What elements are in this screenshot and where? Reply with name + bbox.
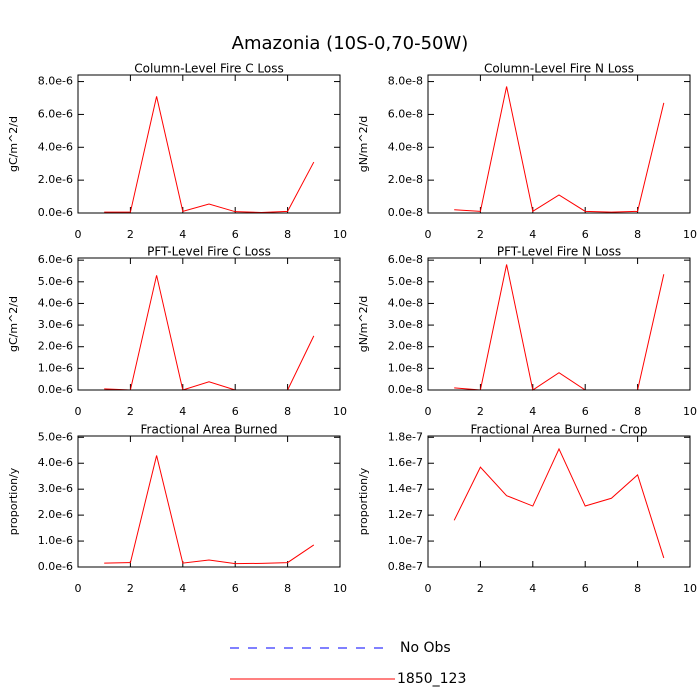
- y-axis-label: gN/m^2/d: [357, 116, 370, 173]
- y-tick-label: 2.0e-6: [38, 173, 73, 186]
- x-tick-label: 0: [425, 405, 432, 418]
- panel-title: Column-Level Fire N Loss: [484, 62, 634, 76]
- y-tick-label: 2.0e-6: [38, 340, 73, 353]
- y-axis-label: proportion/y: [7, 467, 20, 535]
- y-tick-label: 0.0e-8: [388, 383, 423, 396]
- x-tick-label: 6: [582, 582, 589, 595]
- x-tick-label: 4: [179, 228, 186, 241]
- x-tick-label: 2: [127, 405, 134, 418]
- x-tick-label: 8: [284, 405, 291, 418]
- y-tick-label: 6.0e-6: [38, 253, 73, 266]
- plot-frame: [77, 435, 341, 568]
- x-tick-label: 4: [179, 582, 186, 595]
- x-tick-label: 6: [232, 582, 239, 595]
- figure-title: Amazonia (10S-0,70-50W): [232, 33, 469, 54]
- x-tick-label: 0: [75, 582, 82, 595]
- plot-frame: [77, 257, 341, 391]
- data-line: [454, 86, 665, 213]
- plot-frame: [427, 435, 691, 568]
- y-tick-label: 0.0e-8: [388, 206, 423, 219]
- y-tick-label: 4.0e-6: [38, 456, 73, 469]
- plot-frame: [427, 74, 691, 214]
- y-tick-label: 0.0e-6: [38, 206, 73, 219]
- x-tick-label: 0: [75, 405, 82, 418]
- data-line: [104, 96, 315, 214]
- y-tick-label: 0.0e-6: [38, 560, 73, 573]
- data-line: [453, 447, 665, 559]
- x-tick-label: 2: [477, 405, 484, 418]
- y-tick-label: 1.4e-7: [388, 482, 423, 495]
- y-tick-label: 4.0e-6: [38, 296, 73, 309]
- x-tick-label: 4: [179, 405, 186, 418]
- x-tick-label: 4: [529, 228, 536, 241]
- x-tick-label: 6: [232, 228, 239, 241]
- x-tick-label: 10: [333, 582, 347, 595]
- panel-title: PFT-Level Fire N Loss: [497, 245, 621, 259]
- y-tick-label: 2.0e-8: [388, 340, 423, 353]
- y-tick-label: 5.0e-8: [388, 275, 423, 288]
- x-tick-label: 10: [333, 405, 347, 418]
- legend-label: No Obs: [400, 640, 451, 656]
- y-tick-label: 6.0e-8: [388, 253, 423, 266]
- data-line: [104, 455, 315, 565]
- x-tick-label: 0: [425, 228, 432, 241]
- x-tick-label: 6: [232, 405, 239, 418]
- y-axis-label: gN/m^2/d: [357, 296, 370, 353]
- y-axis-label: gC/m^2/d: [7, 296, 20, 352]
- x-tick-label: 6: [582, 405, 589, 418]
- y-tick-label: 0.0e-6: [38, 383, 73, 396]
- y-tick-label: 1.0e-8: [388, 361, 423, 374]
- y-tick-label: 2.0e-8: [388, 173, 423, 186]
- panel-title: PFT-Level Fire C Loss: [147, 245, 271, 259]
- x-tick-label: 8: [634, 582, 641, 595]
- plot-frame: [427, 257, 691, 391]
- panel-title: Column-Level Fire C Loss: [134, 62, 284, 76]
- x-tick-label: 10: [683, 228, 697, 241]
- x-tick-label: 10: [333, 228, 347, 241]
- legend-label: 1850_123: [397, 671, 466, 687]
- y-axis-label: gC/m^2/d: [7, 116, 20, 172]
- y-tick-label: 2.0e-6: [38, 508, 73, 521]
- x-tick-label: 8: [634, 405, 641, 418]
- plot-frame: [77, 74, 341, 214]
- y-tick-label: 1.0e-6: [38, 534, 73, 547]
- panel-title: Fractional Area Burned: [141, 423, 278, 437]
- y-tick-label: 1.0e-7: [388, 534, 423, 547]
- y-tick-label: 1.2e-7: [388, 508, 423, 521]
- x-tick-label: 8: [284, 582, 291, 595]
- y-tick-label: 8.0e-6: [38, 75, 73, 88]
- x-tick-label: 0: [75, 228, 82, 241]
- x-tick-label: 6: [582, 228, 589, 241]
- x-tick-label: 2: [477, 228, 484, 241]
- x-tick-label: 8: [284, 228, 291, 241]
- x-tick-label: 2: [127, 582, 134, 595]
- y-tick-label: 1.8e-7: [388, 430, 423, 443]
- y-tick-label: 3.0e-6: [38, 318, 73, 331]
- y-tick-label: 4.0e-8: [388, 140, 423, 153]
- x-tick-label: 2: [127, 228, 134, 241]
- y-tick-label: 6.0e-8: [388, 107, 423, 120]
- y-tick-label: 1.6e-7: [388, 456, 423, 469]
- panel-title: Fractional Area Burned - Crop: [471, 423, 648, 437]
- y-tick-label: 5.0e-6: [38, 430, 73, 443]
- y-axis-label: proportion/y: [357, 467, 370, 535]
- y-tick-label: 6.0e-6: [38, 107, 73, 120]
- y-tick-label: 3.0e-8: [388, 318, 423, 331]
- y-tick-label: 4.0e-6: [38, 140, 73, 153]
- x-tick-label: 2: [477, 582, 484, 595]
- y-tick-label: 1.0e-6: [38, 361, 73, 374]
- x-tick-label: 4: [529, 582, 536, 595]
- y-tick-label: 4.0e-8: [388, 296, 423, 309]
- y-tick-label: 8.0e-8: [388, 75, 423, 88]
- x-tick-label: 8: [634, 228, 641, 241]
- y-tick-label: 0.8e-7: [388, 560, 423, 573]
- x-tick-label: 10: [683, 405, 697, 418]
- x-tick-label: 10: [683, 582, 697, 595]
- y-tick-label: 3.0e-6: [38, 482, 73, 495]
- x-tick-label: 4: [529, 405, 536, 418]
- y-tick-label: 5.0e-6: [38, 275, 73, 288]
- x-tick-label: 0: [425, 582, 432, 595]
